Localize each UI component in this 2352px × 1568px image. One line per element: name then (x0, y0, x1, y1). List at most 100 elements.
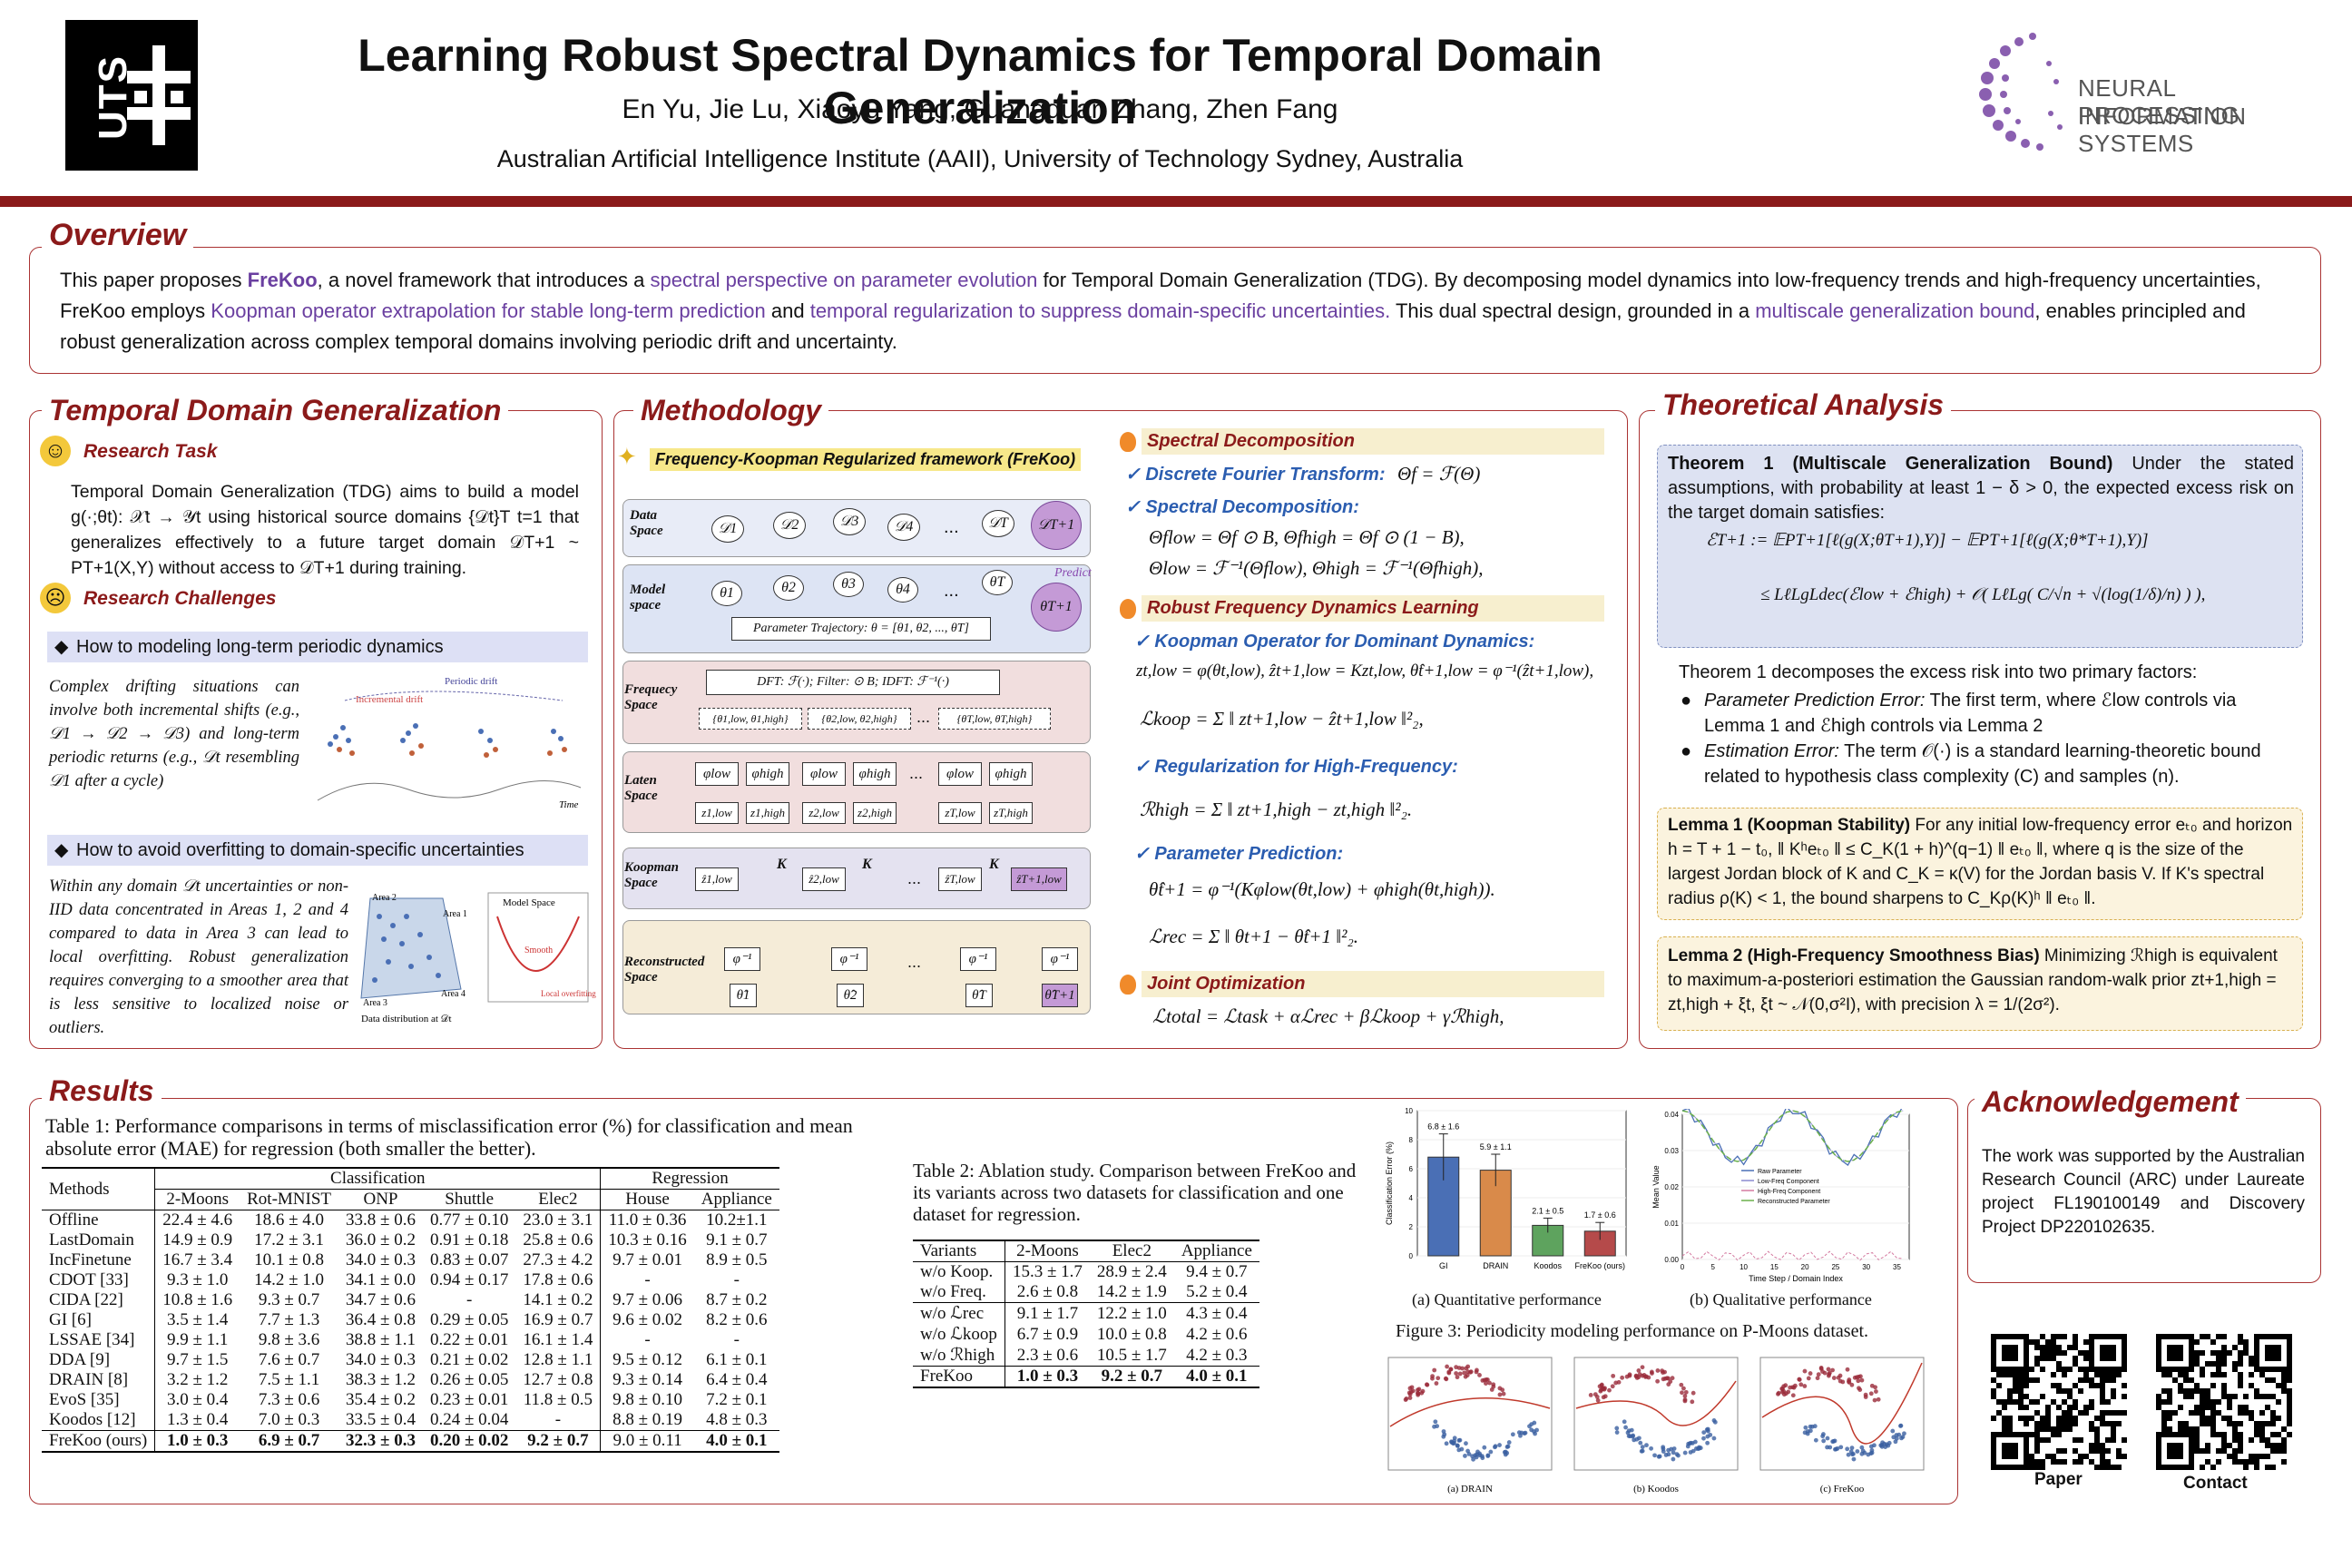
qr-module (2034, 1377, 2040, 1383)
koop-z-4: ẑT+1,low (1011, 867, 1067, 891)
qr-module (2029, 1399, 2034, 1405)
y-tick-label: 0.04 (1664, 1111, 1679, 1119)
scatter-point (1630, 1434, 1635, 1439)
qr-module (2100, 1377, 2105, 1383)
qr-module (2078, 1459, 2083, 1465)
scatter-point (1697, 1445, 1701, 1450)
qr-module (2172, 1377, 2178, 1383)
scatter-point (1625, 1430, 1631, 1436)
qr-module (2067, 1421, 2073, 1426)
area-1-label: Area 1 (443, 909, 467, 919)
qr-module (1996, 1372, 2002, 1377)
neurips-dots-icon (1979, 33, 2063, 151)
scatter-point (1602, 1387, 1607, 1392)
overview-hl2: Koopman operator extrapolation for stabl… (211, 299, 766, 322)
worried-icon: ☹ (40, 583, 71, 613)
s2c-eq1: θ̂t+1 = φ⁻¹(Kφlow(θt,low) + φhigh(θt,hig… (1149, 878, 1495, 900)
qr-module (2062, 1426, 2067, 1432)
qr-module (2287, 1410, 2292, 1416)
overview-p5: This dual spectral design, grounded in a (1390, 299, 1756, 322)
qr-module (2089, 1448, 2094, 1454)
qr-module (2056, 1334, 2062, 1339)
table-cell: 12.2 ± 1.0 (1096, 1303, 1167, 1323)
qr-module (2094, 1448, 2100, 1454)
qr-module (2051, 1372, 2056, 1377)
qr-code-contact[interactable] (2156, 1334, 2292, 1470)
scatter-point (1407, 1396, 1413, 1400)
qr-module (2040, 1459, 2045, 1465)
table-cell: 33.5 ± 0.4 (346, 1410, 416, 1429)
s1b-eq1: Θflow = Θf ⊙ B, Θfhigh = Θf ⊙ (1 − B), (1149, 526, 1465, 548)
challenge-2-title: How to avoid overfitting to domain-speci… (76, 840, 524, 860)
scatter-point (1786, 1389, 1791, 1395)
qr-module (2287, 1416, 2292, 1421)
row-method: DRAIN [8] (42, 1370, 156, 1390)
predict-label: Predict (1054, 566, 1092, 580)
qr-module (2111, 1465, 2116, 1470)
table-cell: 7.7 ± 1.3 (258, 1310, 320, 1329)
qr-code-paper[interactable] (1991, 1334, 2127, 1470)
qr-module (2200, 1334, 2205, 1339)
qr-module (2018, 1383, 2024, 1388)
scatter-point (1607, 1387, 1612, 1393)
koop-k-3: K (989, 857, 999, 872)
scatter-point (1516, 1430, 1522, 1436)
qr-module (2051, 1454, 2056, 1459)
qr-module (2018, 1388, 2024, 1394)
challenge-1-bar: ◆ How to modeling long-term periodic dyn… (47, 632, 588, 662)
challenge-2-bar: ◆ How to avoid overfitting to domain-spe… (47, 835, 588, 866)
qr-module (2078, 1454, 2083, 1459)
qr-module (2056, 1388, 2062, 1394)
qr-module (2073, 1339, 2078, 1345)
uts-logo: UTS (65, 20, 198, 171)
check-icon: ✓ (1125, 465, 1141, 485)
table-cell: 7.6 ± 0.7 (258, 1350, 320, 1369)
data-label: 1.7 ± 0.6 (1584, 1210, 1616, 1220)
table-cell: 0.77 ± 0.10 (429, 1210, 509, 1230)
scatter-point (1818, 1366, 1824, 1370)
qr-module (2067, 1405, 2073, 1410)
qr-module (2210, 1421, 2216, 1426)
scatter-point (1712, 1419, 1718, 1425)
scatter-point (1523, 1430, 1528, 1436)
qr-module (2210, 1432, 2216, 1437)
table2-caption: Table 2: Ablation study. Comparison betw… (913, 1160, 1357, 1225)
x-tick-label: 25 (1831, 1263, 1839, 1271)
model-space-label: Model Space (503, 897, 555, 908)
qr-module (2221, 1388, 2227, 1394)
qr-module (2122, 1454, 2127, 1459)
theorem-body: Under the stated assumptions, with proba… (1668, 454, 2294, 523)
scatter-point (1433, 1419, 1438, 1425)
scatter-point (1802, 1384, 1808, 1388)
qr-module (2094, 1437, 2100, 1443)
overview-text: This paper proposes FreKoo, a novel fram… (60, 265, 2292, 358)
table-cell: 23.0 ± 3.1 (515, 1210, 602, 1230)
scatter-point (1655, 1368, 1661, 1373)
qr-module (2249, 1459, 2254, 1465)
qr-module (2073, 1416, 2078, 1421)
qr-contact-label: Contact (2183, 1474, 2248, 1493)
scatter-point (1657, 1454, 1662, 1459)
qr-module (2040, 1334, 2045, 1339)
scatter-point (1477, 1453, 1483, 1458)
scatter-point (1868, 1391, 1874, 1396)
t2-col-header: Appliance (1181, 1241, 1252, 1260)
scatter-point (1445, 1364, 1450, 1369)
table-cell: 22.4 ± 4.6 (162, 1210, 233, 1230)
qr-module (2254, 1388, 2259, 1394)
lemma2-text: Lemma 2 (High-Frequency Smoothness Bias)… (1668, 944, 2296, 1017)
area-2-label: Area 2 (372, 893, 397, 903)
qr-module (2083, 1367, 2089, 1372)
theorem-box (1657, 445, 2303, 648)
qr-module (2067, 1345, 2073, 1350)
theorem-head: Theorem 1 (Multiscale Generalization Bou… (1668, 454, 2113, 474)
qr-module (2056, 1421, 2062, 1426)
qr-module (2238, 1339, 2243, 1345)
y-tick-label: 4 (1409, 1194, 1414, 1202)
scatter-point (1851, 1456, 1857, 1462)
qr-module (2062, 1459, 2067, 1465)
scatter-point (1588, 1393, 1593, 1397)
qr-module (2205, 1361, 2210, 1367)
qr-module (2029, 1454, 2034, 1459)
qr-module (2105, 1465, 2111, 1470)
